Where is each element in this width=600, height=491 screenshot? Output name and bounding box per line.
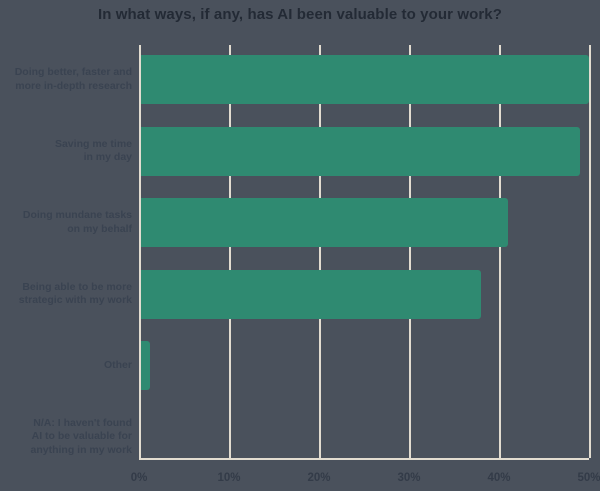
gridline-20% [319, 45, 321, 458]
x-tick-label: 20% [307, 472, 331, 484]
chart-title: In what ways, if any, has AI been valuab… [97, 6, 503, 23]
bar [141, 126, 581, 176]
bar [141, 269, 482, 319]
bar-row [141, 330, 589, 402]
category-label: Being able to be more strategic with my … [18, 280, 132, 307]
category-label: Saving me time in my day [54, 137, 132, 164]
x-tick-label: 0% [130, 472, 148, 484]
gridline-50% [589, 45, 591, 458]
gridline-10% [229, 45, 231, 458]
category-label: N/A: I haven't found AI to be valuable f… [30, 416, 132, 457]
bar [141, 198, 509, 248]
bar-series [141, 44, 589, 473]
bar [141, 55, 589, 105]
bar [141, 341, 150, 391]
category-label: Doing better, faster and more in-depth r… [14, 66, 132, 92]
category-axis: Doing better, faster and more in-depth r… [0, 44, 132, 473]
bar-row [141, 259, 589, 331]
category-label: Doing mundane tasks on my behalf [22, 209, 132, 235]
gridline-30% [409, 45, 411, 458]
x-tick-label: 30% [397, 472, 421, 484]
x-tick-label: 10% [217, 472, 241, 484]
bar-row [141, 187, 589, 259]
gridline-40% [499, 45, 501, 458]
x-axis-ticks: 0% 10% 20% 30% 40% 50% [0, 472, 600, 488]
x-tick-label: 40% [487, 472, 511, 484]
bar-row [141, 402, 589, 474]
bar-row [141, 44, 589, 116]
category-label: Other [103, 358, 132, 371]
bar-row [141, 116, 589, 188]
x-tick-label: 50% [577, 472, 600, 484]
plot-area [139, 45, 591, 460]
